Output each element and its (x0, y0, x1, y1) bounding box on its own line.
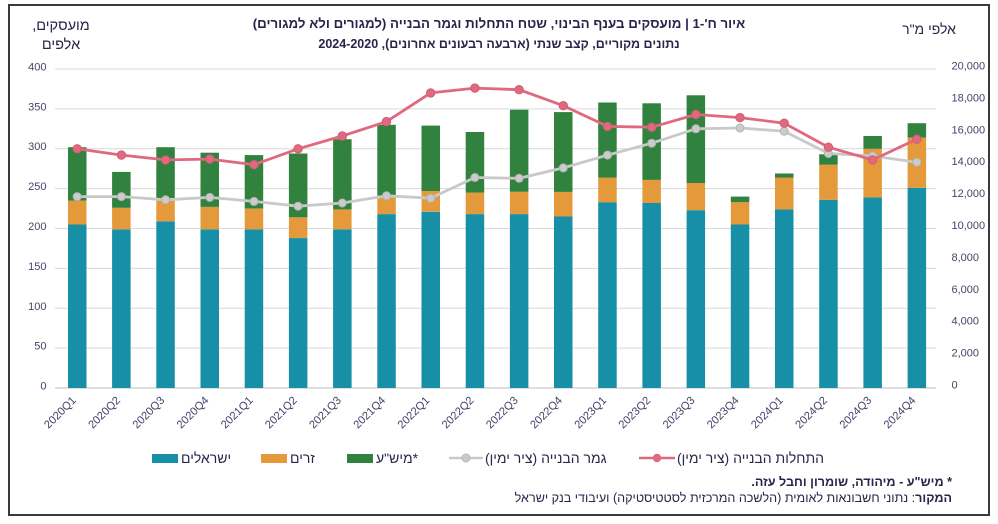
svg-text:150: 150 (28, 261, 46, 273)
svg-text:20,000: 20,000 (952, 61, 986, 73)
svg-text:2023Q3: 2023Q3 (661, 395, 698, 432)
svg-text:18,000: 18,000 (952, 92, 986, 104)
svg-text:350: 350 (28, 101, 46, 113)
svg-text:2022Q1: 2022Q1 (396, 395, 433, 432)
svg-text:14,000: 14,000 (952, 156, 986, 168)
svg-text:2021Q4: 2021Q4 (351, 395, 388, 432)
svg-text:2021Q3: 2021Q3 (307, 395, 344, 432)
svg-text:0: 0 (952, 380, 958, 392)
svg-text:250: 250 (28, 181, 46, 193)
svg-text:2,000: 2,000 (952, 348, 980, 360)
svg-text:2023Q4: 2023Q4 (705, 395, 742, 432)
svg-text:2020Q1: 2020Q1 (42, 395, 79, 432)
svg-text:400: 400 (28, 62, 46, 74)
svg-text:2023Q1: 2023Q1 (572, 395, 609, 432)
svg-text:4,000: 4,000 (952, 316, 980, 328)
svg-text:100: 100 (28, 301, 46, 313)
svg-text:8,000: 8,000 (952, 252, 980, 264)
svg-text:2020Q3: 2020Q3 (131, 395, 168, 432)
svg-text:2020Q2: 2020Q2 (86, 395, 123, 432)
svg-text:2024Q3: 2024Q3 (838, 395, 875, 432)
svg-text:16,000: 16,000 (952, 124, 986, 136)
svg-text:2024Q2: 2024Q2 (793, 395, 830, 432)
svg-text:2022Q3: 2022Q3 (484, 395, 521, 432)
svg-text:12,000: 12,000 (952, 188, 986, 200)
svg-text:2022Q4: 2022Q4 (528, 395, 565, 432)
svg-text:50: 50 (34, 341, 46, 353)
svg-text:0: 0 (40, 381, 46, 393)
svg-text:10,000: 10,000 (952, 220, 986, 232)
svg-text:6,000: 6,000 (952, 284, 980, 296)
svg-text:2021Q2: 2021Q2 (263, 395, 300, 432)
svg-text:2022Q2: 2022Q2 (440, 395, 477, 432)
svg-text:300: 300 (28, 141, 46, 153)
svg-text:2024Q1: 2024Q1 (749, 395, 786, 432)
svg-text:2020Q4: 2020Q4 (175, 395, 212, 432)
svg-text:2023Q2: 2023Q2 (617, 395, 654, 432)
svg-text:2024Q4: 2024Q4 (882, 395, 919, 432)
svg-text:200: 200 (28, 221, 46, 233)
svg-text:2021Q1: 2021Q1 (219, 395, 256, 432)
